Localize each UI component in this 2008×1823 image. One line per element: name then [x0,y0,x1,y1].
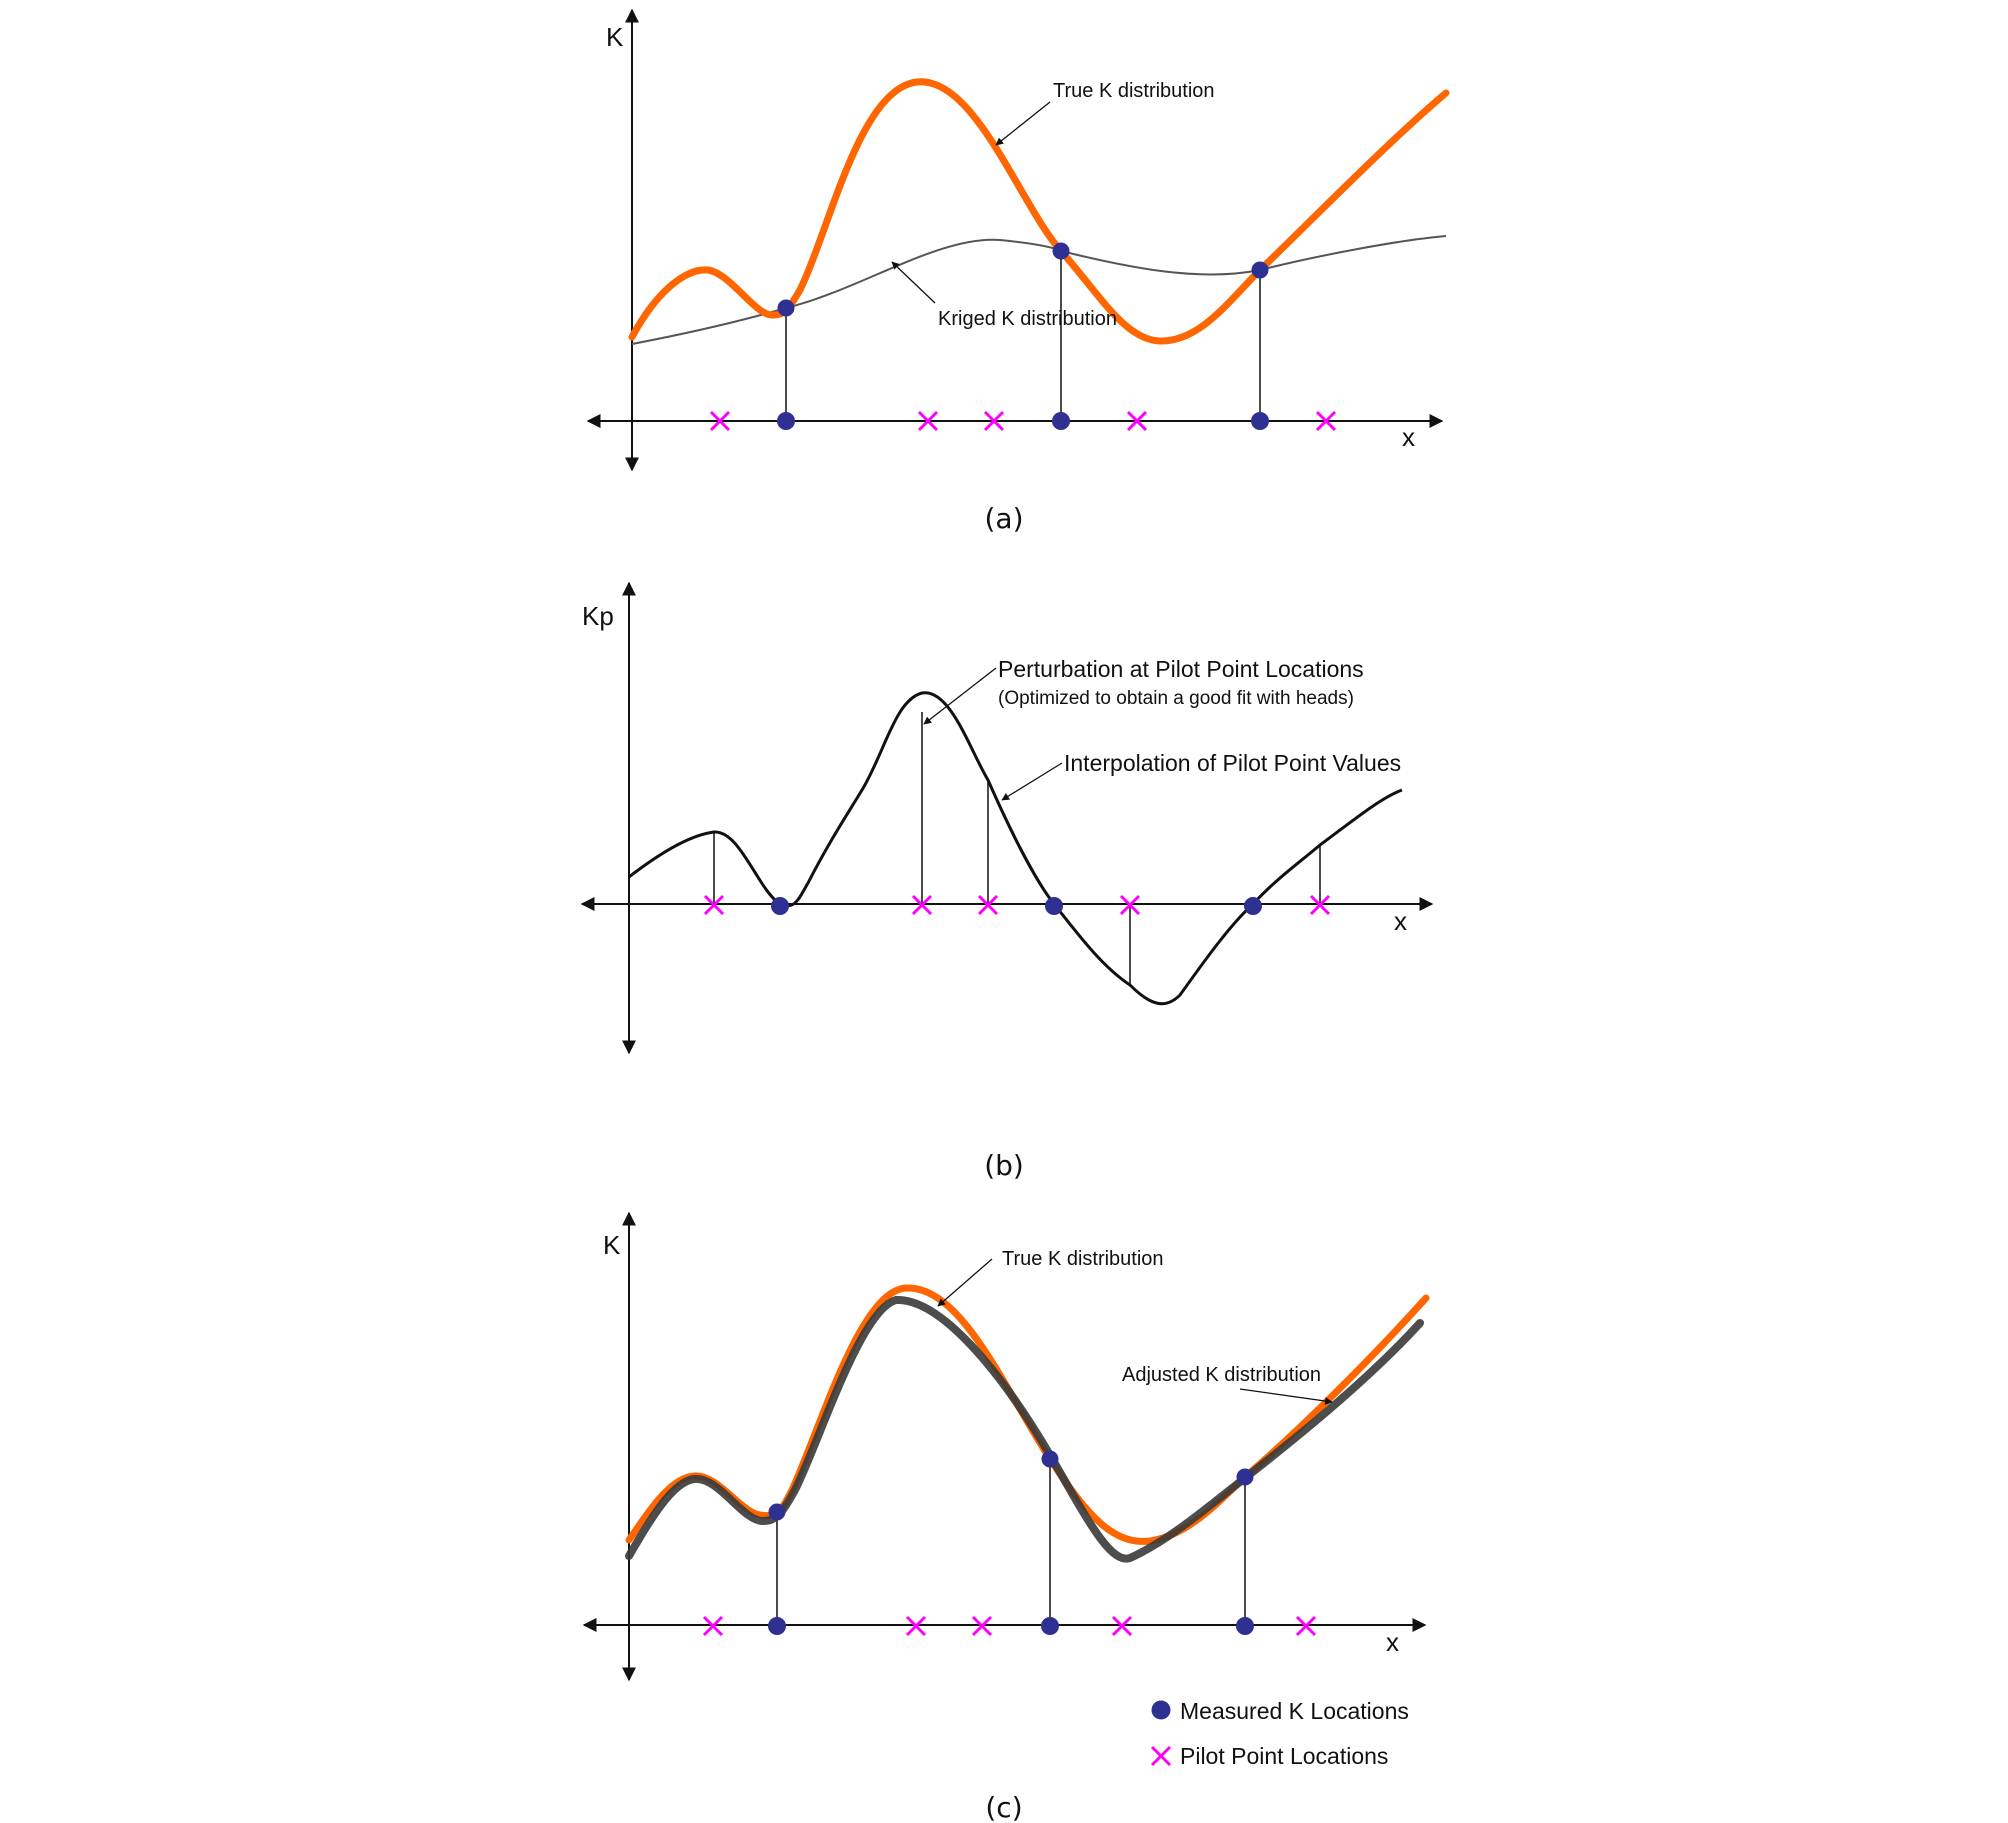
panel-a-measured-location [1052,412,1070,430]
panel-a-measured-point [1052,242,1070,260]
panel-a-caption: (a) [984,502,1023,535]
panel-a-kriged-k-leader [891,261,936,304]
panel-b-y-label: Kp [582,601,614,631]
panel-c-pilot-point [702,1615,724,1637]
panel-a: K x True K distribution Kriged K distrib… [586,8,1450,535]
panel-c: K x True K distribution Adjusted K distr… [582,1211,1430,1823]
panel-c-pilot-point [1295,1615,1317,1637]
panel-a-pilot-marks [709,410,1337,432]
panel-c-adjusted-k-leader [1239,1388,1333,1405]
panel-c-true-k-leader [937,1258,993,1307]
panel-c-measured-point [1041,1450,1059,1468]
measured-legend-label: Measured K Locations [1180,1698,1409,1724]
panel-c-adjusted-k-curve [625,1295,1424,1563]
measured-legend-icon [1151,1700,1171,1720]
legend: Measured K Locations Pilot Point Locatio… [1150,1698,1409,1769]
panel-b-measured-location [1045,897,1063,915]
panel-a-y-label: K [606,22,624,52]
panel-c-measured-point [1236,1468,1254,1486]
panel-b-x-label: x [1394,906,1407,936]
panel-b-pilot-point [977,894,999,916]
panel-c-pilot-point [905,1615,927,1637]
panel-b-pilot-marks [703,894,1331,916]
panel-a-true-k-leader [995,101,1051,146]
panel-a-pilot-point [1126,410,1148,432]
panel-a-pilot-point [983,410,1005,432]
panel-a-pilot-point [1315,410,1337,432]
panel-c-pilot-marks [702,1615,1317,1637]
panel-c-measured-location [1236,1617,1254,1635]
pilot-legend-label: Pilot Point Locations [1180,1743,1388,1769]
panel-a-true-k-curve [628,78,1450,345]
panel-a-measured-location [1251,412,1269,430]
panel-b-pilot-point [703,894,725,916]
panel-a-measured-point [1251,261,1269,279]
panel-c-measured-location [1041,1617,1059,1635]
panel-a-pilot-point [917,410,939,432]
panel-c-pilot-point [971,1615,993,1637]
panel-b: Kp x Perturbation at Pilot Point Locatio… [580,581,1434,1182]
panel-a-kriged-k-label: Kriged K distribution [938,308,1117,330]
panel-b-pilot-point [1119,894,1141,916]
panel-a-true-k-label: True K distribution [1053,80,1215,102]
panel-b-pilot-point [911,894,933,916]
panel-b-perturbation-leader [923,667,997,725]
panel-c-measured-point [768,1503,786,1521]
panel-c-measured-location [768,1617,786,1635]
panel-b-measured-location [771,897,789,915]
panel-c-caption: (c) [985,1791,1022,1823]
panel-c-y-label: K [603,1230,621,1260]
panel-a-pilot-point [709,410,731,432]
panel-b-perturbation-sublabel: (Optimized to obtain a good fit with hea… [998,688,1354,709]
panel-b-pilot-point [1309,894,1331,916]
panel-c-x-label: x [1386,1627,1399,1657]
panel-a-x-label: x [1402,422,1415,452]
panel-c-adjusted-k-label: Adjusted K distribution [1122,1364,1321,1386]
panel-b-caption: (b) [984,1149,1024,1182]
panel-b-interpolation-label: Interpolation of Pilot Point Values [1064,750,1401,776]
panel-b-interpolation-leader [1001,762,1063,801]
panel-a-measured-point [777,299,795,317]
panel-c-true-k-label: True K distribution [1002,1248,1164,1270]
panel-c-pilot-point [1111,1615,1133,1637]
panel-b-interpolation-curve [628,691,1403,1006]
panel-a-measured-location [777,412,795,430]
panel-b-measured-location [1244,897,1262,915]
pilot-legend-icon [1150,1745,1172,1767]
panel-b-perturbation-label: Perturbation at Pilot Point Locations [998,656,1364,682]
